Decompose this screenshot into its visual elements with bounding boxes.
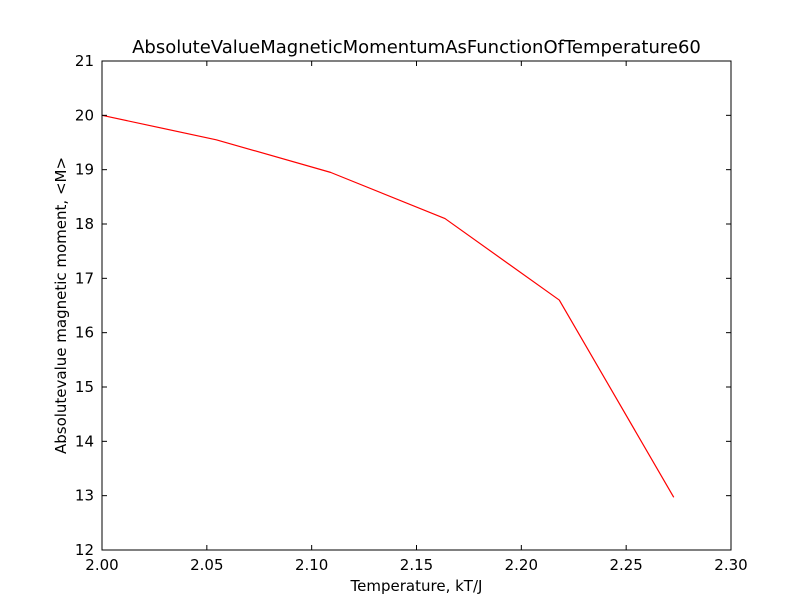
x-tick-label: 2.15 <box>400 556 433 574</box>
x-tick-label: 2.30 <box>714 556 747 574</box>
y-tick-label: 17 <box>75 269 94 287</box>
y-tick-label: 16 <box>75 324 94 342</box>
y-tick-label: 14 <box>75 432 94 450</box>
tick-labels: 2.00 2.05 2.10 2.15 2.20 2.25 2.30 12 13 14 15 16 17… <box>75 52 748 574</box>
y-tick-label: 20 <box>75 106 94 124</box>
y-tick-label: 15 <box>75 378 94 396</box>
y-tick-label: 19 <box>75 161 94 179</box>
y-tick-label: 12 <box>75 541 94 559</box>
x-tick-label: 2.00 <box>85 556 118 574</box>
plot-frame <box>101 60 732 551</box>
plot-area <box>101 114 675 498</box>
y-tick-label: 13 <box>75 487 94 505</box>
x-tick-label: 2.25 <box>609 556 642 574</box>
x-tick-label: 2.20 <box>505 556 538 574</box>
y-tick-label: 21 <box>75 52 94 70</box>
y-tick-label: 18 <box>75 215 94 233</box>
chart-title: AbsoluteValueMagneticMomentumAsFunctionO… <box>132 37 701 58</box>
series-line <box>101 114 675 498</box>
x-axis-label: Temperature, kT/J <box>350 577 483 595</box>
x-tick-label: 2.10 <box>295 556 328 574</box>
x-tick-label: 2.05 <box>190 556 223 574</box>
y-axis-label: Absolutevalue magnetic moment, <M> <box>52 157 70 454</box>
